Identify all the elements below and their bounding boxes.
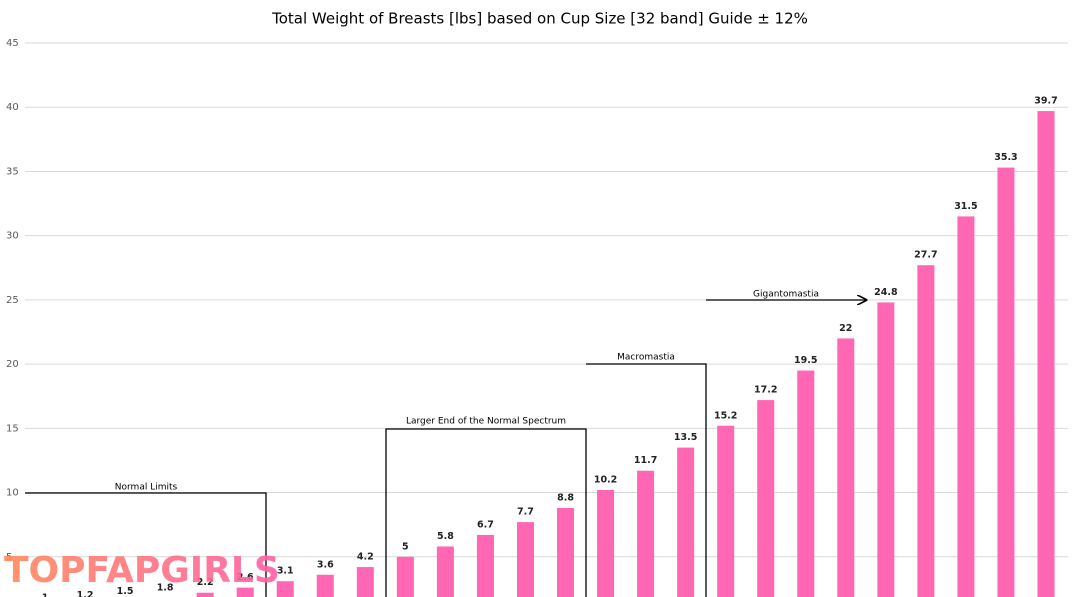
bracket	[586, 363, 707, 597]
data-label: 2.6	[237, 572, 254, 583]
bar	[516, 522, 534, 597]
data-label: 3.6	[317, 559, 334, 570]
bar	[276, 581, 294, 597]
bar	[757, 400, 775, 597]
data-label: 17.2	[754, 385, 777, 396]
data-label: 1	[42, 593, 49, 597]
data-label: 24.8	[874, 287, 898, 298]
data-label: 5.8	[437, 531, 454, 542]
bar	[637, 470, 655, 597]
bar	[557, 507, 575, 597]
y-tick-label: 45	[6, 38, 19, 49]
y-tick-label: 10	[6, 488, 19, 499]
bar	[356, 567, 374, 597]
bar	[236, 587, 254, 597]
data-label: 22	[839, 323, 852, 334]
bracket	[385, 428, 587, 597]
data-label: 13.5	[674, 432, 697, 443]
data-label: 5	[402, 541, 409, 552]
data-label: 10.2	[594, 474, 617, 485]
bar	[396, 556, 414, 597]
data-label: 1.5	[117, 586, 134, 597]
y-tick-label: 30	[6, 231, 19, 242]
bar	[797, 370, 815, 597]
annotation: Normal Limits	[115, 483, 178, 493]
data-label: 35.3	[994, 152, 1017, 163]
data-label: 19.5	[794, 355, 817, 366]
data-label: 4.2	[357, 552, 374, 563]
data-label: 39.7	[1034, 96, 1057, 107]
data-label: 3.1	[277, 566, 294, 577]
bar	[957, 216, 975, 597]
data-label: 15.2	[714, 410, 737, 421]
bar	[717, 425, 735, 597]
data-label: 7.7	[517, 507, 534, 518]
bar	[196, 592, 214, 597]
data-label: 6.7	[477, 519, 494, 530]
data-label: 1.8	[157, 582, 174, 593]
bar	[997, 167, 1015, 597]
annotation-brackets	[25, 300, 866, 597]
bar	[436, 546, 454, 597]
data-label: 1.2	[77, 590, 94, 597]
data-label: 31.5	[954, 201, 977, 212]
annotation: Gigantomastia	[753, 290, 819, 300]
watermark: TOPFAPGIRLS	[4, 550, 280, 591]
y-tick-label: 40	[6, 102, 19, 113]
bar	[677, 447, 695, 597]
bar	[1037, 111, 1055, 597]
data-label: 27.7	[914, 250, 937, 261]
bar	[597, 489, 615, 597]
annotation: Macromastia	[617, 353, 675, 363]
bar	[877, 302, 895, 597]
bar	[837, 338, 855, 597]
y-tick-label: 25	[6, 295, 19, 306]
data-label: 8.8	[557, 492, 574, 503]
bar	[917, 265, 935, 597]
data-label: 11.7	[634, 455, 657, 466]
bar	[476, 534, 494, 597]
bar	[316, 574, 334, 597]
chart-title: Total Weight of Breasts [lbs] based on C…	[271, 10, 808, 28]
annotation: Larger End of the Normal Spectrum	[406, 417, 566, 427]
bracket	[25, 492, 267, 597]
y-tick-label: 35	[6, 166, 19, 177]
y-tick-label: 15	[6, 423, 19, 434]
y-tick-label: 20	[6, 359, 19, 370]
data-label: 2.2	[197, 577, 214, 588]
y-tick-label: 5	[6, 552, 12, 563]
